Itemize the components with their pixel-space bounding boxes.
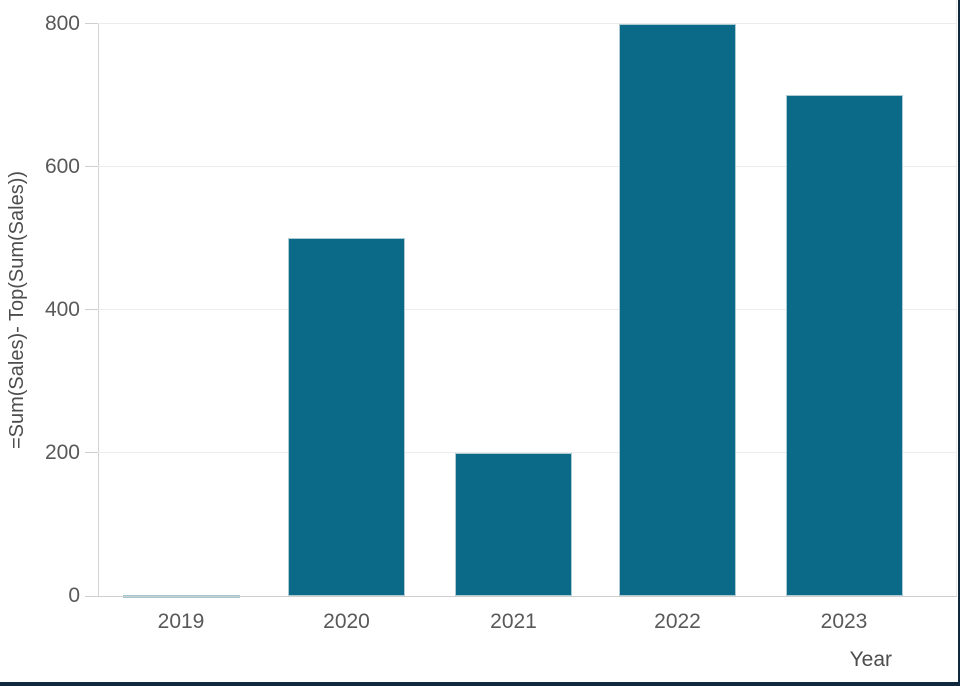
y-tick-mark-800 — [85, 23, 98, 24]
y-tick-label-400: 400 — [44, 297, 80, 321]
plot-area — [85, 0, 957, 598]
y-tick-label-200: 200 — [44, 440, 80, 464]
bar-2021[interactable] — [455, 452, 572, 596]
x-tick-label-2020: 2020 — [323, 610, 370, 633]
x-tick-label-2019: 2019 — [157, 610, 205, 633]
x-tick-label-2022: 2022 — [654, 610, 701, 633]
screenshot-bottom-edge — [0, 682, 960, 686]
bar-2020[interactable] — [288, 238, 405, 596]
x-tick-label-2023: 2023 — [820, 610, 868, 633]
gridline-800 — [98, 23, 957, 24]
y-tick-mark-0 — [85, 595, 98, 597]
screenshot-right-edge — [958, 0, 960, 686]
y-tick-label-0: 0 — [68, 584, 80, 607]
y-tick-mark-400 — [85, 309, 98, 311]
bar-2022[interactable] — [619, 23, 736, 596]
plot-right-border — [956, 0, 957, 596]
gridline-400 — [98, 309, 957, 311]
x-axis-line — [85, 596, 957, 597]
y-axis-title: =Sum(Sales)- Top(Sum(Sales)) — [6, 170, 28, 450]
y-tick-mark-600 — [85, 166, 98, 168]
y-tick-label-800: 800 — [44, 11, 80, 35]
gridline-600 — [98, 166, 957, 168]
y-tick-label-600: 600 — [44, 154, 80, 178]
bar-2023[interactable] — [785, 95, 903, 596]
x-axis-title: Year — [849, 648, 892, 671]
y-tick-mark-200 — [85, 452, 98, 454]
x-tick-label-2021: 2021 — [490, 610, 537, 633]
